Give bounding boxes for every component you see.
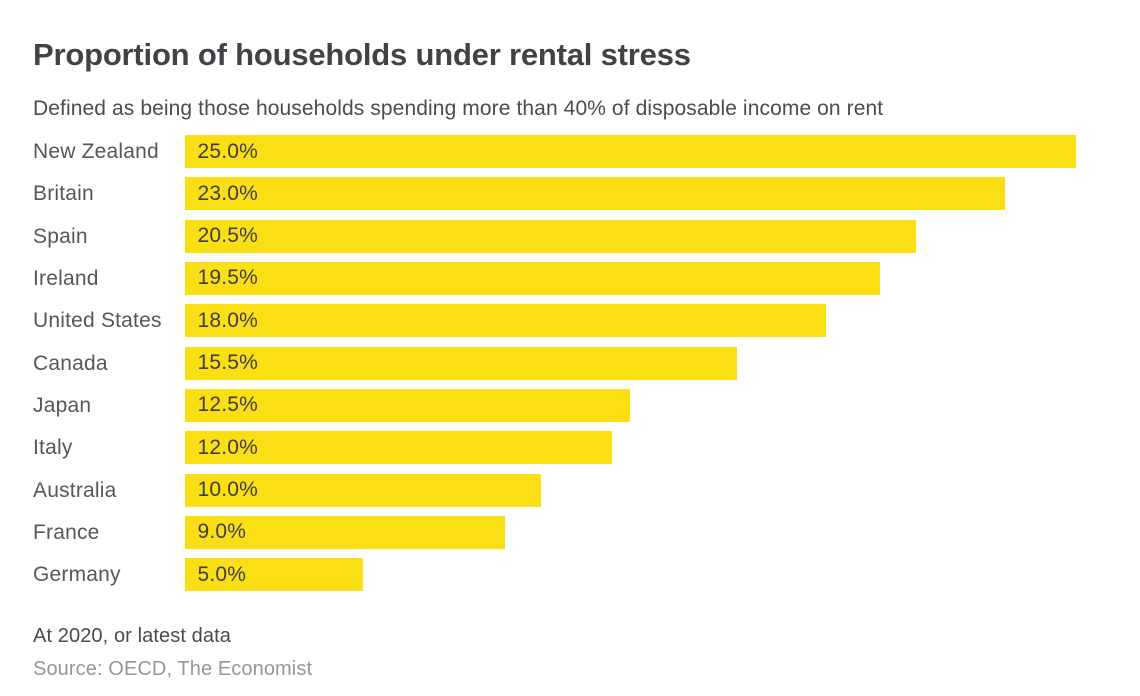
chart-row: France 9.0% xyxy=(0,515,1140,558)
value-label: 5.0% xyxy=(197,562,247,586)
chart-row: Japan 12.5% xyxy=(0,388,1140,431)
category-label: United States xyxy=(33,309,162,333)
category-label: Australia xyxy=(33,478,117,502)
bar: 12.5% xyxy=(184,388,631,422)
chart-subtitle: Defined as being those households spendi… xyxy=(33,97,884,120)
value-label: 9.0% xyxy=(197,520,247,544)
chart-row: Ireland 19.5% xyxy=(0,261,1140,304)
chart-row: Germany 5.0% xyxy=(0,558,1140,600)
category-label: Ireland xyxy=(33,266,99,290)
value-label: 15.5% xyxy=(197,351,259,375)
bar: 19.5% xyxy=(184,261,880,295)
category-label: Spain xyxy=(33,224,88,248)
chart-row: Britain 23.0% xyxy=(0,177,1140,219)
bar: 15.5% xyxy=(184,346,738,380)
category-label: Japan xyxy=(33,393,92,417)
chart-row: Italy 12.0% xyxy=(0,431,1140,473)
bar: 5.0% xyxy=(184,558,363,592)
value-label: 20.5% xyxy=(197,224,259,248)
value-label: 18.0% xyxy=(197,308,259,332)
chart-row: Canada 15.5% xyxy=(0,346,1140,389)
bar-chart: New Zealand 25.0% Britain 23.0% Spain 20… xyxy=(0,135,1140,601)
chart-title: Proportion of households under rental st… xyxy=(33,36,691,72)
bar: 12.0% xyxy=(184,431,613,465)
value-label: 12.0% xyxy=(197,435,259,459)
category-label: France xyxy=(33,520,100,544)
bar: 23.0% xyxy=(184,177,1005,211)
chart-row: Spain 20.5% xyxy=(0,219,1140,262)
value-label: 19.5% xyxy=(197,266,259,290)
category-label: Italy xyxy=(33,436,73,460)
bar: 9.0% xyxy=(184,515,506,549)
chart-row: New Zealand 25.0% xyxy=(0,135,1140,177)
bar: 10.0% xyxy=(184,473,542,507)
value-label: 23.0% xyxy=(197,181,259,205)
chart-row: Australia 10.0% xyxy=(0,473,1140,516)
chart-source: Source: OECD, The Economist xyxy=(33,658,313,680)
value-label: 12.5% xyxy=(197,393,259,417)
chart-footnote: At 2020, or latest data xyxy=(33,625,231,647)
bar: 25.0% xyxy=(184,135,1076,168)
value-label: 10.0% xyxy=(197,478,259,502)
bar: 20.5% xyxy=(184,219,916,253)
bar: 18.0% xyxy=(184,304,827,338)
category-label: Germany xyxy=(33,563,121,587)
value-label: 25.0% xyxy=(197,139,259,163)
category-label: Britain xyxy=(33,182,94,206)
chart-row: United States 18.0% xyxy=(0,304,1140,346)
category-label: New Zealand xyxy=(33,140,159,163)
category-label: Canada xyxy=(33,351,108,375)
